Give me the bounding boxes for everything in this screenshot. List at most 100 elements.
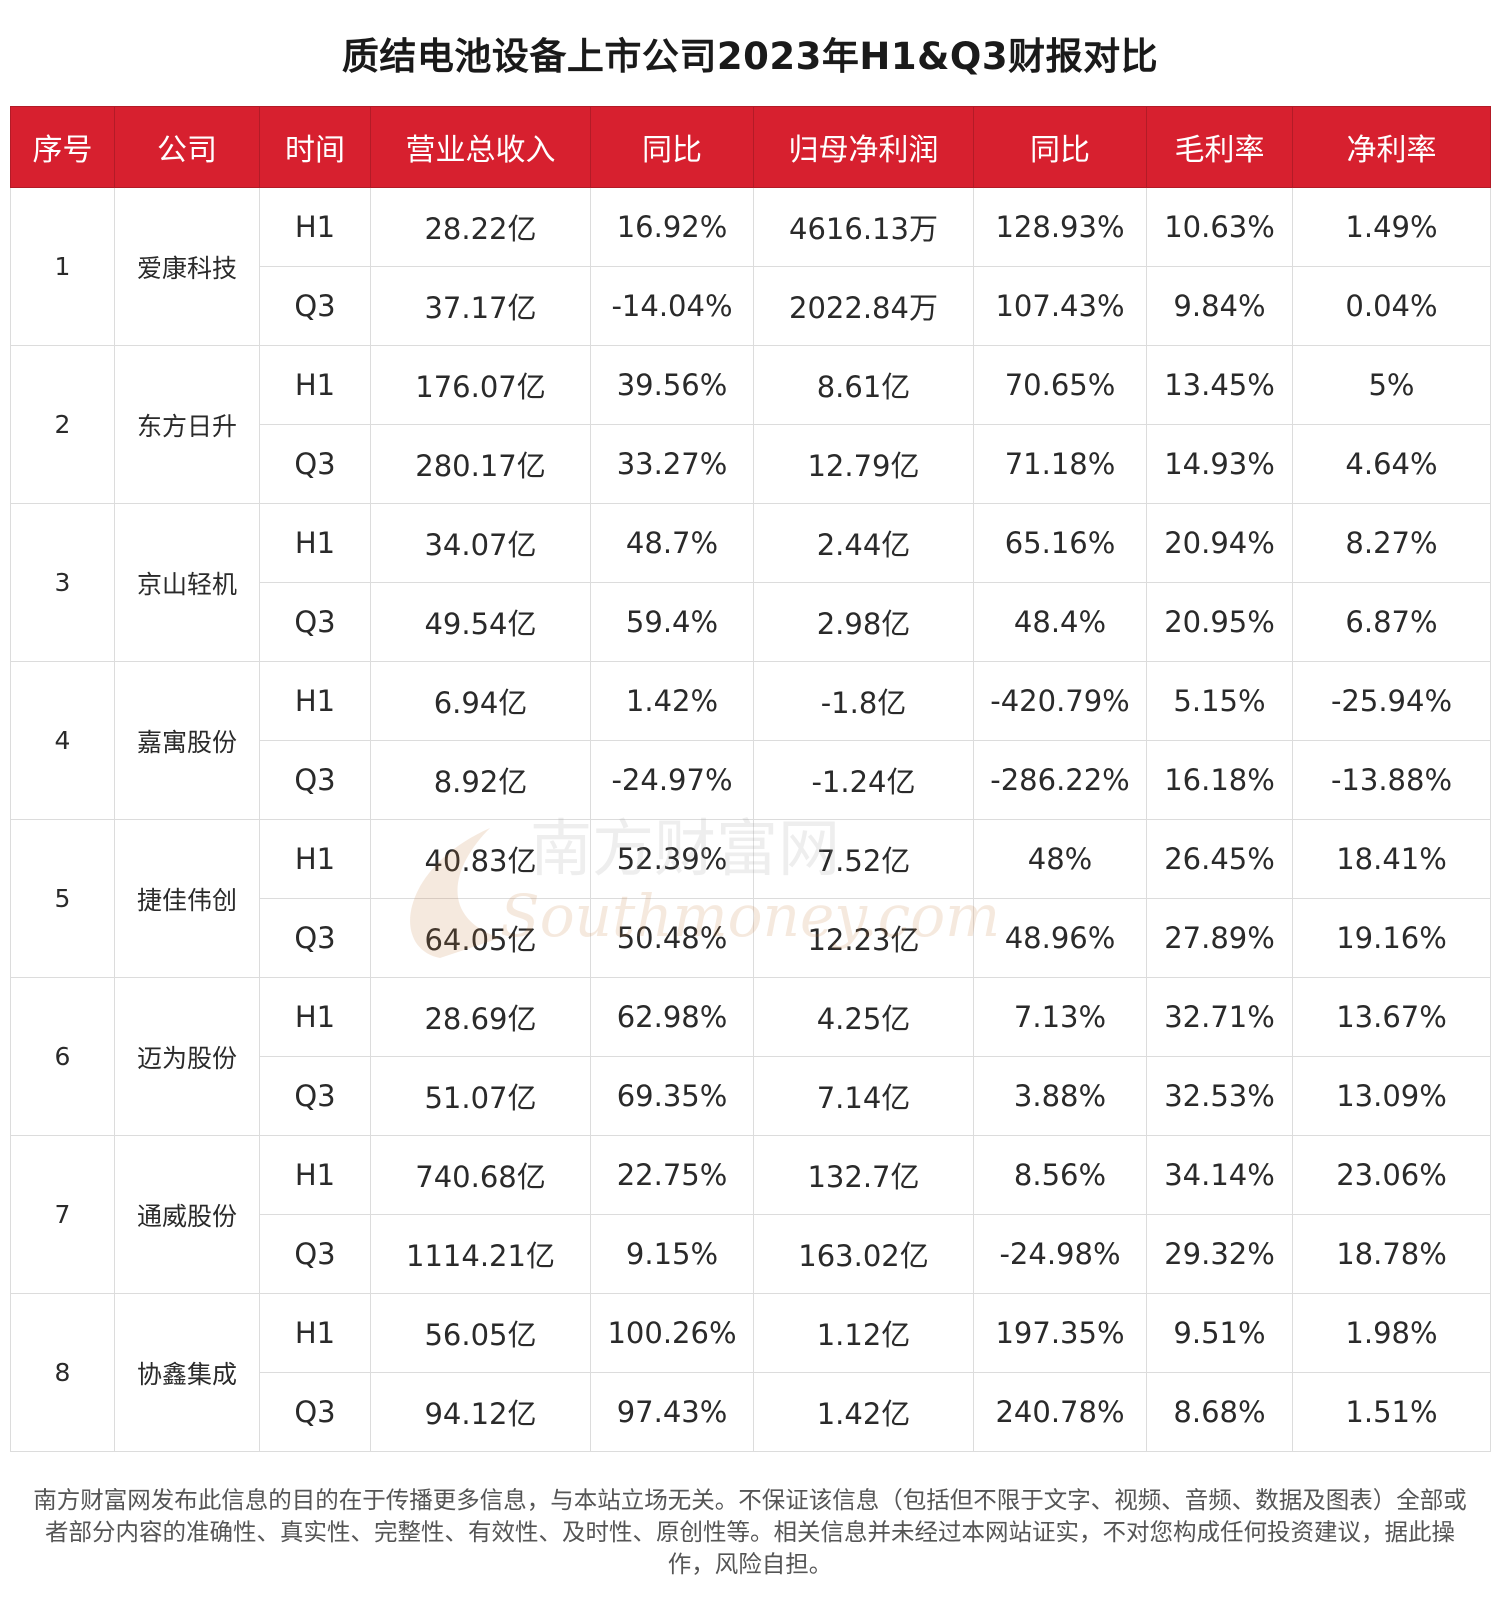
cell-gross-margin: 26.45% — [1146, 819, 1293, 899]
cell-net-margin: 5% — [1292, 345, 1491, 425]
table-row: 1 爱康科技 H1 28.22亿 16.92% 4616.13万 128.93% 10.63%… — [10, 187, 1491, 346]
cell-period: H1 — [259, 187, 371, 267]
cell-revenue-yoy: 100.26% — [590, 1293, 754, 1373]
cell-gross-margin: 9.51% — [1146, 1293, 1293, 1373]
cell-net-profit: 12.23亿 — [753, 898, 974, 978]
cell-net-margin: 19.16% — [1292, 898, 1491, 978]
cell-seq: 4 — [10, 661, 115, 820]
cell-net-profit: 163.02亿 — [753, 1214, 974, 1294]
cell-gross-margin: 29.32% — [1146, 1214, 1293, 1294]
cell-net-margin: 1.98% — [1292, 1293, 1491, 1373]
cell-revenue: 740.68亿 — [370, 1135, 591, 1215]
cell-period: Q3 — [259, 1056, 371, 1136]
cell-period: H1 — [259, 1293, 371, 1373]
cell-revenue: 49.54亿 — [370, 582, 591, 662]
table-row: Q3 280.17亿 33.27% 12.79亿 71.18% 14.93% 4.64% — [11, 424, 1491, 504]
cell-net-profit: 2.44亿 — [753, 503, 974, 583]
cell-seq: 5 — [10, 819, 115, 978]
cell-revenue: 64.05亿 — [370, 898, 591, 978]
cell-net-profit: 2022.84万 — [753, 266, 974, 346]
cell-period: Q3 — [259, 1372, 371, 1452]
cell-net-profit: -1.8亿 — [753, 661, 974, 741]
table-row: 5 捷佳伟创 H1 40.83亿 52.39% 7.52亿 48% 26.45% 18.41% — [10, 819, 1491, 978]
cell-revenue-yoy: 9.15% — [590, 1214, 754, 1294]
table-row: 4 嘉寓股份 H1 6.94亿 1.42% -1.8亿 -420.79% 5.15% -25.9… — [10, 661, 1491, 820]
cell-profit-yoy: 128.93% — [973, 187, 1147, 267]
table-row: 7 通威股份 H1 740.68亿 22.75% 132.7亿 8.56% 34.14% 23.… — [10, 1135, 1491, 1294]
cell-company: 嘉寓股份 — [114, 661, 260, 820]
cell-gross-margin: 5.15% — [1146, 661, 1293, 741]
cell-net-profit: 4.25亿 — [753, 977, 974, 1057]
cell-profit-yoy: 7.13% — [973, 977, 1147, 1057]
cell-profit-yoy: 65.16% — [973, 503, 1147, 583]
cell-company: 爱康科技 — [114, 187, 260, 346]
cell-seq: 2 — [10, 345, 115, 504]
cell-period: H1 — [259, 1135, 371, 1215]
cell-revenue: 37.17亿 — [370, 266, 591, 346]
cell-profit-yoy: 48.4% — [973, 582, 1147, 662]
header-gross-margin: 毛利率 — [1146, 106, 1293, 188]
cell-revenue-yoy: 33.27% — [590, 424, 754, 504]
cell-period: Q3 — [259, 266, 371, 346]
cell-period: H1 — [259, 345, 371, 425]
cell-net-profit: 4616.13万 — [753, 187, 974, 267]
header-company: 公司 — [114, 106, 260, 188]
cell-revenue-yoy: 22.75% — [590, 1135, 754, 1215]
header-revenue: 营业总收入 — [370, 106, 591, 188]
cell-profit-yoy: -24.98% — [973, 1214, 1147, 1294]
cell-net-margin: 8.27% — [1292, 503, 1491, 583]
cell-period: H1 — [259, 977, 371, 1057]
cell-period: H1 — [259, 819, 371, 899]
cell-profit-yoy: 8.56% — [973, 1135, 1147, 1215]
table-row: Q3 64.05亿 50.48% 12.23亿 48.96% 27.89% 19.16% — [11, 898, 1491, 978]
cell-revenue: 56.05亿 — [370, 1293, 591, 1373]
table-body: 1 爱康科技 H1 28.22亿 16.92% 4616.13万 128.93% 10.63%… — [10, 187, 1491, 1452]
cell-gross-margin: 27.89% — [1146, 898, 1293, 978]
cell-seq: 3 — [10, 503, 115, 662]
cell-revenue: 176.07亿 — [370, 345, 591, 425]
table-row: 3 京山轻机 H1 34.07亿 48.7% 2.44亿 65.16% 20.94% 8.27% — [10, 503, 1491, 662]
cell-profit-yoy: -420.79% — [973, 661, 1147, 741]
cell-revenue-yoy: 48.7% — [590, 503, 754, 583]
cell-net-margin: 1.51% — [1292, 1372, 1491, 1452]
cell-gross-margin: 8.68% — [1146, 1372, 1293, 1452]
header-profit-yoy: 同比 — [973, 106, 1147, 188]
page-title: 质结电池设备上市公司2023年H1&Q3财报对比 — [341, 35, 1159, 78]
cell-revenue-yoy: 59.4% — [590, 582, 754, 662]
cell-net-profit: 7.14亿 — [753, 1056, 974, 1136]
table-header-row: 序号 公司 时间 营业总收入 同比 归母净利润 同比 毛利率 净利率 — [10, 106, 1491, 188]
table-row: Q3 1114.21亿 9.15% 163.02亿 -24.98% 29.32% 18.78… — [11, 1214, 1491, 1294]
cell-gross-margin: 13.45% — [1146, 345, 1293, 425]
cell-profit-yoy: -286.22% — [973, 740, 1147, 820]
cell-net-profit: -1.24亿 — [753, 740, 974, 820]
cell-company: 协鑫集成 — [114, 1293, 260, 1452]
table-row: Q3 94.12亿 97.43% 1.42亿 240.78% 8.68% 1.51% — [11, 1372, 1491, 1452]
cell-net-profit: 132.7亿 — [753, 1135, 974, 1215]
table-row: Q3 49.54亿 59.4% 2.98亿 48.4% 20.95% 6.87% — [11, 582, 1491, 662]
cell-profit-yoy: 71.18% — [973, 424, 1147, 504]
cell-revenue-yoy: 50.48% — [590, 898, 754, 978]
cell-profit-yoy: 197.35% — [973, 1293, 1147, 1373]
cell-net-margin: 18.41% — [1292, 819, 1491, 899]
table-row: Q3 8.92亿 -24.97% -1.24亿 -286.22% 16.18% -13.88… — [11, 740, 1491, 820]
cell-net-profit: 7.52亿 — [753, 819, 974, 899]
cell-seq: 8 — [10, 1293, 115, 1452]
cell-seq: 7 — [10, 1135, 115, 1294]
cell-net-margin: 13.67% — [1292, 977, 1491, 1057]
disclaimer-text: 南方财富网发布此信息的目的在于传播更多信息，与本站立场无关。不保证该信息（包括但… — [33, 1486, 1467, 1578]
cell-gross-margin: 10.63% — [1146, 187, 1293, 267]
cell-revenue-yoy: 1.42% — [590, 661, 754, 741]
cell-revenue-yoy: -24.97% — [590, 740, 754, 820]
cell-net-margin: 18.78% — [1292, 1214, 1491, 1294]
cell-net-margin: -13.88% — [1292, 740, 1491, 820]
header-revenue-yoy: 同比 — [590, 106, 754, 188]
cell-period: Q3 — [259, 1214, 371, 1294]
table-row: 6 迈为股份 H1 28.69亿 62.98% 4.25亿 7.13% 32.71% 13.67… — [10, 977, 1491, 1136]
cell-net-margin: -25.94% — [1292, 661, 1491, 741]
cell-net-margin: 6.87% — [1292, 582, 1491, 662]
cell-company: 东方日升 — [114, 345, 260, 504]
cell-profit-yoy: 107.43% — [973, 266, 1147, 346]
header-net-margin: 净利率 — [1292, 106, 1491, 188]
cell-gross-margin: 34.14% — [1146, 1135, 1293, 1215]
cell-net-margin: 0.04% — [1292, 266, 1491, 346]
